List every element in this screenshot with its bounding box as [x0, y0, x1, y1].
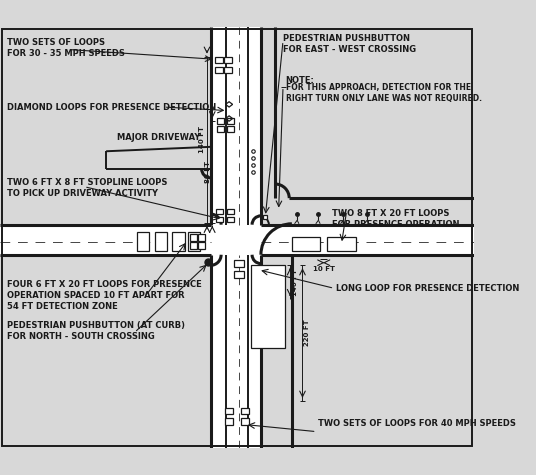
Text: DIAMOND LOOPS FOR PRESENCE DETECTION: DIAMOND LOOPS FOR PRESENCE DETECTION [7, 103, 217, 112]
Bar [227, 118, 234, 124]
Text: 10 FT: 10 FT [312, 266, 334, 272]
Bar [261, 225, 474, 255]
Text: 140 FT: 140 FT [199, 126, 205, 153]
Text: PEDESTRIAN PUSHBUTTON
FOR EAST - WEST CROSSING: PEDESTRIAN PUSHBUTTON FOR EAST - WEST CR… [283, 34, 416, 54]
Text: 80 FT: 80 FT [205, 161, 211, 183]
Bar [173, 232, 185, 251]
Text: 140 FT: 140 FT [292, 269, 298, 295]
Text: MAJOR DRIVEWAY: MAJOR DRIVEWAY [117, 133, 200, 142]
Bar [225, 418, 233, 425]
Bar [211, 28, 261, 225]
Text: LONG LOOP FOR PRESENCE DETECTION: LONG LOOP FOR PRESENCE DETECTION [336, 284, 519, 293]
Text: TWO 8 FT X 20 FT LOOPS
FOR PRESENCE OPERATION: TWO 8 FT X 20 FT LOOPS FOR PRESENCE OPER… [332, 209, 459, 229]
Bar [227, 209, 234, 214]
Text: TWO SETS OF LOOPS
FOR 30 - 35 MPH SPEEDS: TWO SETS OF LOOPS FOR 30 - 35 MPH SPEEDS [7, 38, 125, 58]
Text: TWO SETS OF LOOPS FOR 40 MPH SPEEDS: TWO SETS OF LOOPS FOR 40 MPH SPEEDS [318, 419, 516, 428]
Bar [224, 57, 232, 63]
Bar [137, 232, 150, 251]
Bar [215, 67, 223, 74]
Bar [188, 232, 200, 251]
Bar [155, 232, 167, 251]
Bar [227, 125, 234, 132]
Bar [217, 118, 224, 124]
Bar [251, 266, 285, 348]
Bar [211, 255, 261, 447]
Bar [211, 225, 261, 255]
Bar [216, 209, 223, 214]
Bar [190, 234, 197, 241]
Text: NOTE:: NOTE: [286, 76, 315, 85]
Bar [263, 215, 267, 219]
Bar [292, 237, 320, 251]
Text: 220 FT: 220 FT [304, 320, 310, 346]
Bar [190, 242, 197, 249]
Bar [225, 408, 233, 414]
Bar [198, 242, 205, 249]
Text: PEDESTRIAN PUSHBUTTON (AT CURB)
FOR NORTH - SOUTH CROSSING: PEDESTRIAN PUSHBUTTON (AT CURB) FOR NORT… [7, 321, 185, 341]
Text: FOR THIS APPROACH, DETECTION FOR THE
RIGHT TURN ONLY LANE WAS NOT REQUIRED.: FOR THIS APPROACH, DETECTION FOR THE RIG… [286, 83, 482, 103]
Bar [327, 237, 355, 251]
Text: TWO 6 FT X 8 FT STOPLINE LOOPS
TO PICK UP DRIVEWAY ACTIVITY: TWO 6 FT X 8 FT STOPLINE LOOPS TO PICK U… [7, 178, 167, 198]
Bar [227, 217, 234, 222]
Bar [224, 67, 232, 74]
Text: FOUR 6 FT X 20 FT LOOPS FOR PRESENCE
OPERATION SPACED 10 FT APART FOR
54 FT DETE: FOUR 6 FT X 20 FT LOOPS FOR PRESENCE OPE… [7, 279, 202, 311]
Bar [217, 125, 224, 132]
Bar [234, 260, 244, 267]
Bar [198, 234, 205, 241]
Bar [241, 418, 249, 425]
Bar [216, 217, 223, 222]
Bar [241, 408, 249, 414]
Bar [234, 271, 244, 278]
Bar [0, 225, 211, 255]
Bar [215, 57, 223, 63]
